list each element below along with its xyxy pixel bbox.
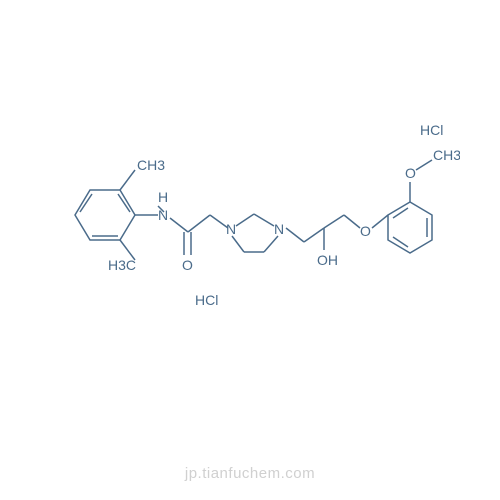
- dimethylphenyl-ring: [75, 170, 158, 260]
- hcl-bottom: HCl: [195, 292, 218, 308]
- pip-n1: N: [226, 221, 236, 237]
- molecule-svg: CH3 H3C H N O N N OH O O CH3 HCl: [40, 120, 460, 330]
- hcl-top: HCl: [420, 122, 443, 138]
- ch3-top-label: CH3: [137, 157, 165, 173]
- methoxy-o: O: [405, 165, 416, 181]
- h3c-bottom-label: H3C: [108, 257, 136, 273]
- methoxyphenyl-ring: O CH3: [372, 147, 460, 253]
- watermark-text: jp.tianfuchem.com: [0, 465, 500, 482]
- pip-n2: N: [274, 221, 284, 237]
- methoxy-ch3: CH3: [433, 147, 460, 163]
- piperazine-ring: N N: [226, 214, 284, 252]
- hydroxyl-label: OH: [317, 252, 338, 268]
- amide-n: N: [158, 207, 168, 223]
- amide-h: H: [158, 189, 168, 205]
- carbonyl-o: O: [182, 257, 193, 273]
- ether-o: O: [360, 223, 371, 239]
- molecule-structure: CH3 H3C H N O N N OH O O CH3 HCl: [40, 120, 460, 330]
